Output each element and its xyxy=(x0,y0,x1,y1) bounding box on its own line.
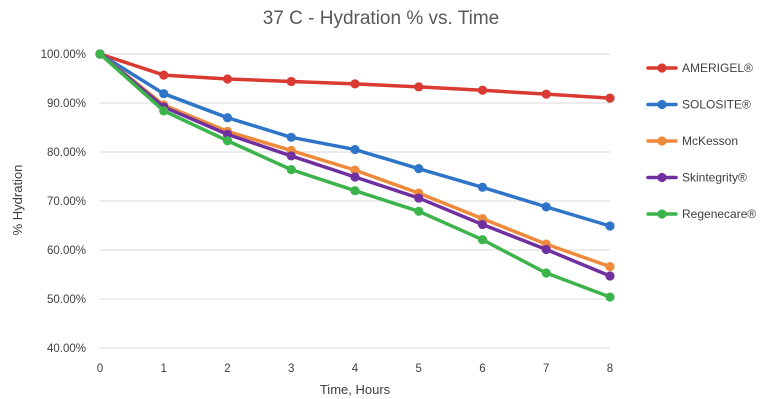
legend-item: Skintegrity® xyxy=(646,171,747,185)
x-tick-label: 6 xyxy=(479,363,485,375)
x-tick-label: 8 xyxy=(607,363,613,375)
legend-label: Skintegrity® xyxy=(682,171,747,185)
x-tick-label: 5 xyxy=(416,363,422,375)
data-point xyxy=(477,182,488,192)
y-axis-ticks: 40.00% 50.00% 60.00% 70.00% 80.00% 90.00% 100.… xyxy=(41,49,86,355)
data-point xyxy=(605,271,615,281)
legend-item: SOLOSITE® xyxy=(646,98,751,112)
data-point xyxy=(95,49,105,59)
data-point xyxy=(605,221,615,231)
x-tick-label: 4 xyxy=(352,363,359,375)
data-point xyxy=(477,85,488,95)
y-tick-label: 50.00% xyxy=(47,294,86,306)
data-point xyxy=(414,82,424,92)
data-point xyxy=(477,219,488,230)
data-point xyxy=(222,74,233,84)
series xyxy=(95,49,615,103)
data-point xyxy=(477,235,488,245)
legend: AMERIGEL® SOLOSITE® McKesson Skintegrity® Re… xyxy=(646,61,756,221)
x-tick-label: 7 xyxy=(543,363,549,375)
data-point xyxy=(159,89,169,99)
chart-title: 37 C - Hydration % vs. Time xyxy=(263,8,500,29)
legend-marker xyxy=(657,209,667,219)
data-point xyxy=(286,76,296,87)
x-axis-title: Time, Hours xyxy=(320,382,391,397)
legend-label: Regenecare® xyxy=(682,207,756,221)
data-point xyxy=(350,79,360,89)
data-point xyxy=(541,244,551,255)
data-point xyxy=(286,132,296,142)
x-tick-label: 0 xyxy=(97,363,103,375)
data-point xyxy=(605,93,615,103)
data-point xyxy=(414,206,424,216)
x-axis-ticks: 0 1 2 3 4 5 6 7 8 xyxy=(97,363,613,375)
legend-marker xyxy=(657,136,667,146)
y-axis-title: % Hydration xyxy=(10,165,25,236)
data-point xyxy=(222,129,233,139)
data-point xyxy=(350,144,360,155)
y-tick-label: 60.00% xyxy=(47,245,86,257)
data-point xyxy=(605,262,615,272)
legend-marker xyxy=(657,63,667,73)
y-tick-label: 70.00% xyxy=(47,196,86,208)
series xyxy=(95,49,615,302)
data-point xyxy=(286,151,296,161)
data-point xyxy=(350,165,360,175)
legend-item: AMERIGEL® xyxy=(646,61,753,75)
data-point xyxy=(286,165,296,175)
legend-marker xyxy=(657,99,667,110)
data-point xyxy=(605,292,615,302)
data-point xyxy=(350,172,360,182)
legend-label: SOLOSITE® xyxy=(682,98,751,112)
data-point xyxy=(159,106,169,116)
x-tick-label: 2 xyxy=(224,363,230,375)
x-tick-label: 3 xyxy=(288,363,294,375)
data-point xyxy=(541,268,551,278)
legend-item: Regenecare® xyxy=(646,207,756,221)
data-point xyxy=(222,136,233,146)
data-point xyxy=(222,113,233,123)
y-tick-label: 90.00% xyxy=(47,98,86,110)
legend-label: McKesson xyxy=(682,134,738,148)
data-point xyxy=(541,202,551,212)
legend-marker xyxy=(657,172,667,183)
data-point xyxy=(414,164,424,174)
y-tick-label: 40.00% xyxy=(47,343,86,355)
series-line xyxy=(98,52,612,100)
data-point xyxy=(541,89,551,99)
y-tick-label: 80.00% xyxy=(47,147,86,159)
y-tick-label: 100.00% xyxy=(41,49,86,61)
data-point xyxy=(414,193,424,203)
data-point xyxy=(159,70,169,80)
x-tick-label: 1 xyxy=(161,363,167,375)
legend-label: AMERIGEL® xyxy=(682,61,753,75)
legend-item: McKesson xyxy=(646,134,738,148)
data-point xyxy=(350,186,360,196)
series-group xyxy=(95,49,615,302)
